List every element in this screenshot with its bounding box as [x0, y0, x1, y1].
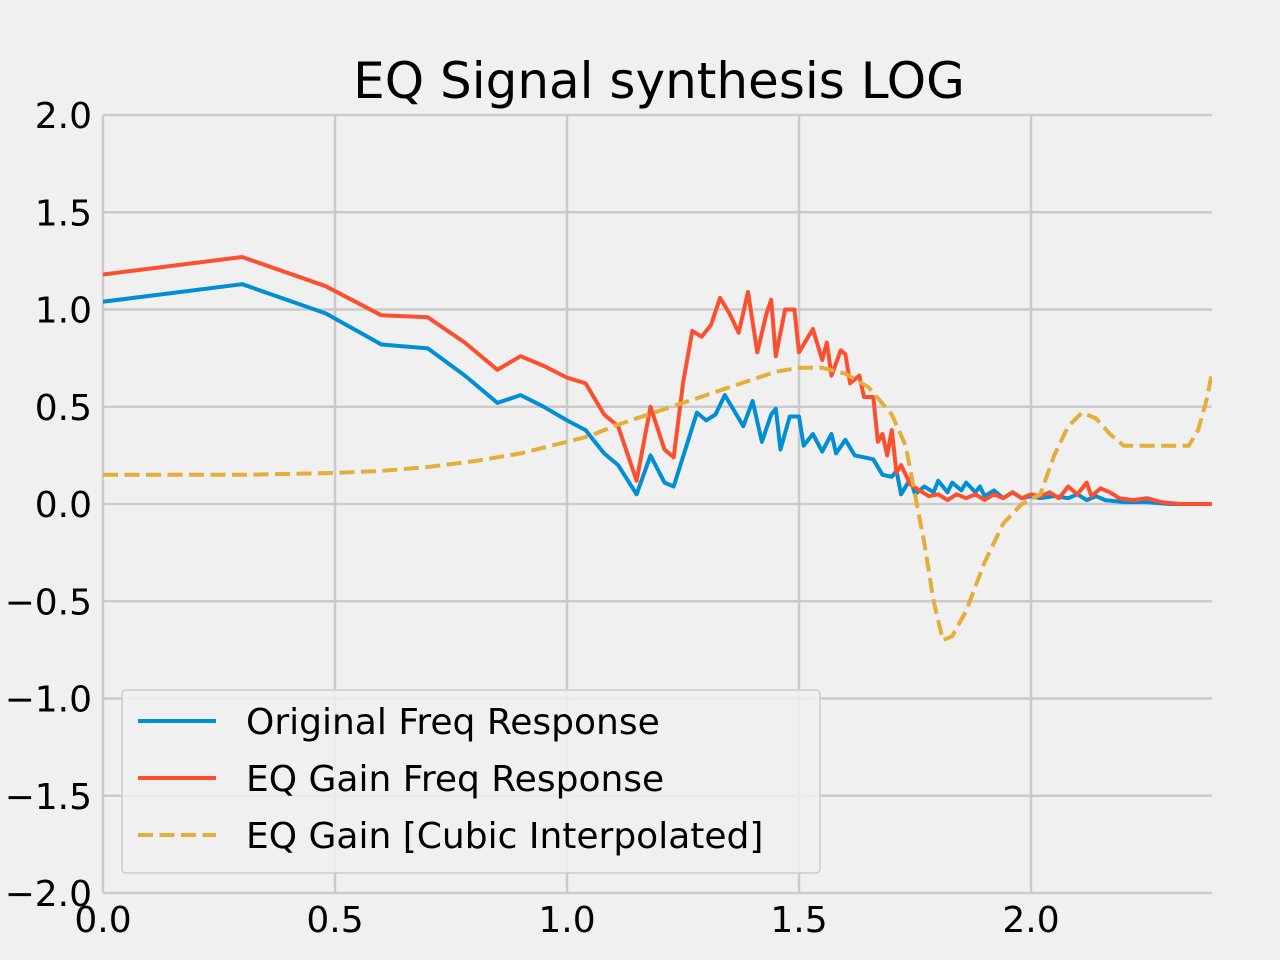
- x-tick-label: 0.0: [74, 900, 131, 941]
- legend: Original Freq Response EQ Gain Freq Respo…: [121, 689, 821, 874]
- x-tick-label: 2.0: [1002, 900, 1059, 941]
- y-tick-label: −1.0: [5, 680, 92, 721]
- y-tick-label: 1.5: [35, 193, 92, 234]
- legend-box: [121, 689, 821, 874]
- x-tick-label: 0.5: [306, 900, 363, 941]
- y-tick-label: −2.0: [5, 874, 92, 915]
- y-tick-label: 2.0: [35, 96, 92, 137]
- series-lines: [103, 255, 1212, 643]
- chart-title: EQ Signal synthesis LOG: [353, 52, 965, 110]
- tick-labels: 0.0 0.5 1.0 1.5 2.0 −2.0 −1.5 −1.0 −0.5 0.0 0.5 1.0…: [5, 96, 1060, 941]
- y-tick-label: −0.5: [5, 582, 92, 623]
- y-tick-label: −1.5: [5, 777, 92, 818]
- y-tick-label: 0.5: [35, 388, 92, 429]
- series-line-2: [103, 255, 1212, 506]
- series-line-3: [103, 365, 1212, 643]
- legend-label-3: EQ Gain [Cubic Interpolated]: [246, 816, 763, 857]
- x-tick-label: 1.0: [538, 900, 595, 941]
- x-tick-label: 1.5: [770, 900, 827, 941]
- legend-label-1: Original Freq Response: [246, 702, 660, 743]
- y-tick-label: 0.0: [35, 485, 92, 526]
- legend-label-2: EQ Gain Freq Response: [246, 759, 664, 800]
- y-tick-label: 1.0: [35, 291, 92, 332]
